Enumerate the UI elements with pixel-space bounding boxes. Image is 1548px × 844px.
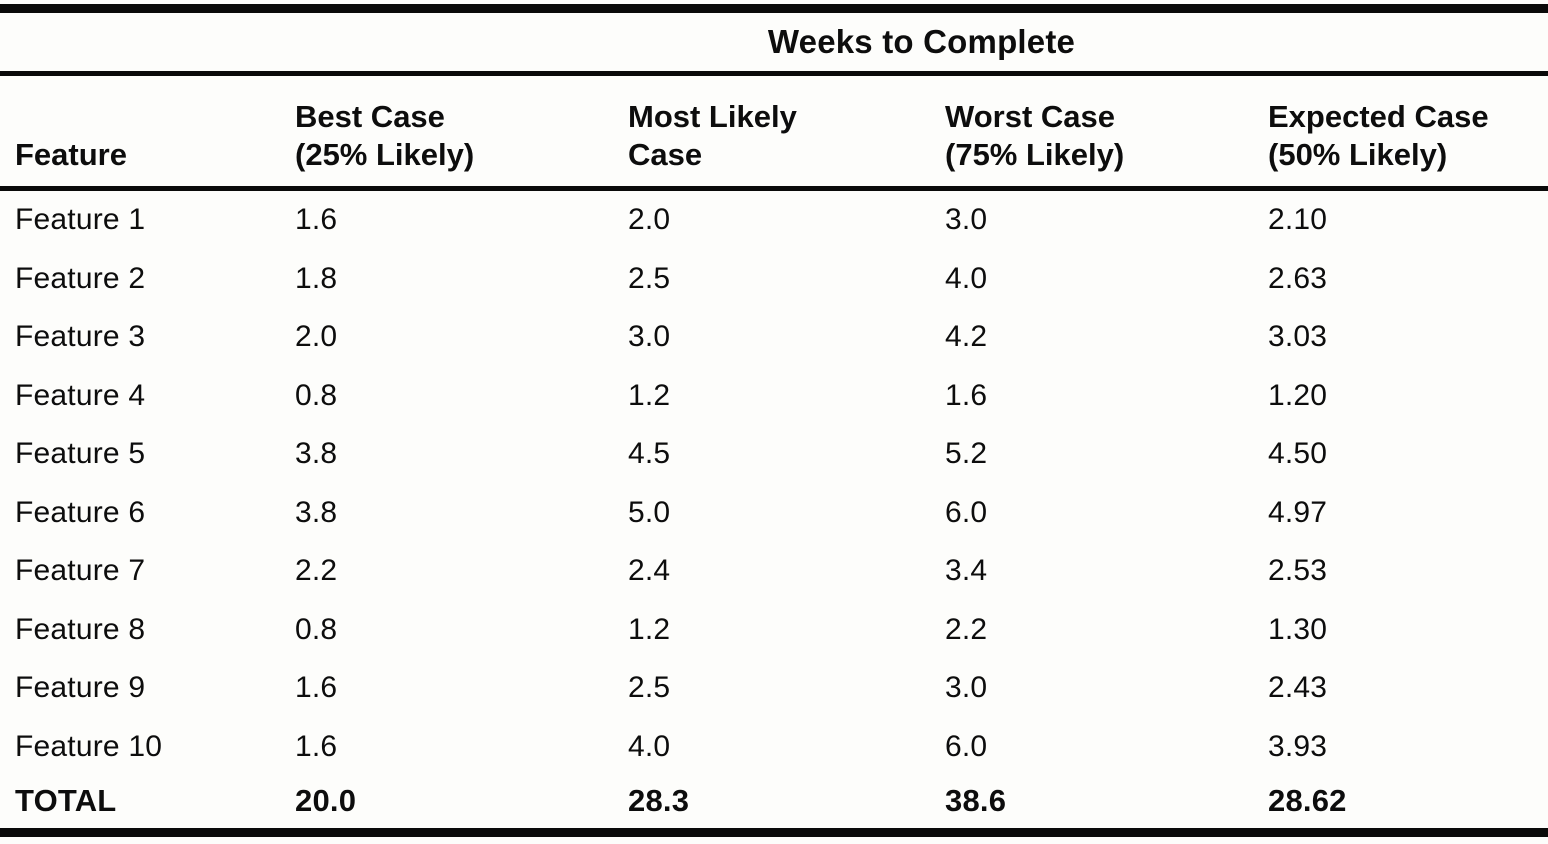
spanner-title-row: Weeks to Complete	[0, 13, 1548, 71]
table-row: Feature 10 1.6 4.0 6.0 3.93	[0, 718, 1548, 777]
most-likely-cell: 1.2	[628, 612, 671, 646]
column-header-worst-case: Worst Case (75% Likely)	[945, 99, 1125, 173]
spanner-divider-rule	[0, 71, 1548, 76]
worst-case-cell: 2.2	[945, 612, 988, 646]
best-case-cell: 1.8	[295, 261, 338, 295]
table-row: Feature 9 1.6 2.5 3.0 2.43	[0, 659, 1548, 718]
expected-case-cell: 4.50	[1268, 437, 1328, 471]
worst-case-cell: 3.4	[945, 554, 988, 588]
table-row: Feature 2 1.8 2.5 4.0 2.63	[0, 250, 1548, 309]
feature-cell: Feature 1	[15, 203, 146, 237]
most-likely-cell: 2.5	[628, 671, 671, 705]
table-row: Feature 8 0.8 1.2 2.2 1.30	[0, 601, 1548, 660]
most-likely-cell: 5.0	[628, 495, 671, 529]
expected-case-cell: 4.97	[1268, 495, 1328, 529]
expected-case-cell: 28.62	[1268, 783, 1347, 818]
best-case-cell: 0.8	[295, 612, 338, 646]
most-likely-cell: 4.0	[628, 729, 671, 763]
table-row: Feature 6 3.8 5.0 6.0 4.97	[0, 484, 1548, 543]
table-row: Feature 4 0.8 1.2 1.6 1.20	[0, 367, 1548, 426]
worst-case-cell: 4.0	[945, 261, 988, 295]
best-case-cell: 0.8	[295, 378, 338, 412]
column-header-feature: Feature	[15, 137, 127, 173]
expected-case-cell: 1.30	[1268, 612, 1328, 646]
table-body: Feature 1 1.6 2.0 3.0 2.10 Feature 2 1.8…	[0, 191, 1548, 826]
feature-cell: Feature 10	[15, 729, 163, 763]
worst-case-cell: 3.0	[945, 203, 988, 237]
expected-case-cell: 2.63	[1268, 261, 1328, 295]
expected-case-cell: 3.93	[1268, 729, 1328, 763]
feature-cell: Feature 3	[15, 320, 146, 354]
worst-case-cell: 5.2	[945, 437, 988, 471]
worst-case-cell: 6.0	[945, 495, 988, 529]
best-case-cell: 20.0	[295, 783, 357, 818]
column-header-expected-case: Expected Case (50% Likely)	[1268, 99, 1489, 173]
feature-cell: Feature 7	[15, 554, 146, 588]
best-case-cell: 2.2	[295, 554, 338, 588]
most-likely-cell: 1.2	[628, 378, 671, 412]
feature-cell: TOTAL	[15, 783, 117, 818]
expected-case-cell: 2.43	[1268, 671, 1328, 705]
expected-case-cell: 1.20	[1268, 378, 1328, 412]
best-case-cell: 2.0	[295, 320, 338, 354]
feature-cell: Feature 9	[15, 671, 146, 705]
most-likely-cell: 4.5	[628, 437, 671, 471]
table-row: Feature 5 3.8 4.5 5.2 4.50	[0, 425, 1548, 484]
column-header-most-likely: Most Likely Case	[628, 99, 797, 173]
worst-case-cell: 4.2	[945, 320, 988, 354]
table-total-row: TOTAL 20.0 28.3 38.6 28.62	[0, 776, 1548, 826]
feature-cell: Feature 8	[15, 612, 146, 646]
most-likely-cell: 2.5	[628, 261, 671, 295]
bottom-rule	[0, 828, 1548, 837]
worst-case-cell: 6.0	[945, 729, 988, 763]
feature-cell: Feature 2	[15, 261, 146, 295]
table-row: Feature 1 1.6 2.0 3.0 2.10	[0, 191, 1548, 250]
best-case-cell: 1.6	[295, 729, 338, 763]
feature-cell: Feature 4	[15, 378, 146, 412]
best-case-cell: 3.8	[295, 437, 338, 471]
expected-case-cell: 2.53	[1268, 554, 1328, 588]
feature-cell: Feature 5	[15, 437, 146, 471]
worst-case-cell: 38.6	[945, 783, 1007, 818]
best-case-cell: 1.6	[295, 203, 338, 237]
most-likely-cell: 28.3	[628, 783, 690, 818]
table-spanner-title: Weeks to Complete	[767, 23, 1076, 60]
table-row: Feature 3 2.0 3.0 4.2 3.03	[0, 308, 1548, 367]
most-likely-cell: 2.4	[628, 554, 671, 588]
feature-cell: Feature 6	[15, 495, 146, 529]
top-rule	[0, 4, 1548, 13]
most-likely-cell: 2.0	[628, 203, 671, 237]
table-row: Feature 7 2.2 2.4 3.4 2.53	[0, 542, 1548, 601]
worst-case-cell: 3.0	[945, 671, 988, 705]
header-divider-rule	[0, 186, 1548, 191]
best-case-cell: 1.6	[295, 671, 338, 705]
column-header-best-case: Best Case (25% Likely)	[295, 99, 475, 173]
expected-case-cell: 2.10	[1268, 203, 1328, 237]
best-case-cell: 3.8	[295, 495, 338, 529]
column-header-row: Feature Best Case (25% Likely) Most Like…	[0, 76, 1548, 186]
expected-case-cell: 3.03	[1268, 320, 1328, 354]
worst-case-cell: 1.6	[945, 378, 988, 412]
most-likely-cell: 3.0	[628, 320, 671, 354]
